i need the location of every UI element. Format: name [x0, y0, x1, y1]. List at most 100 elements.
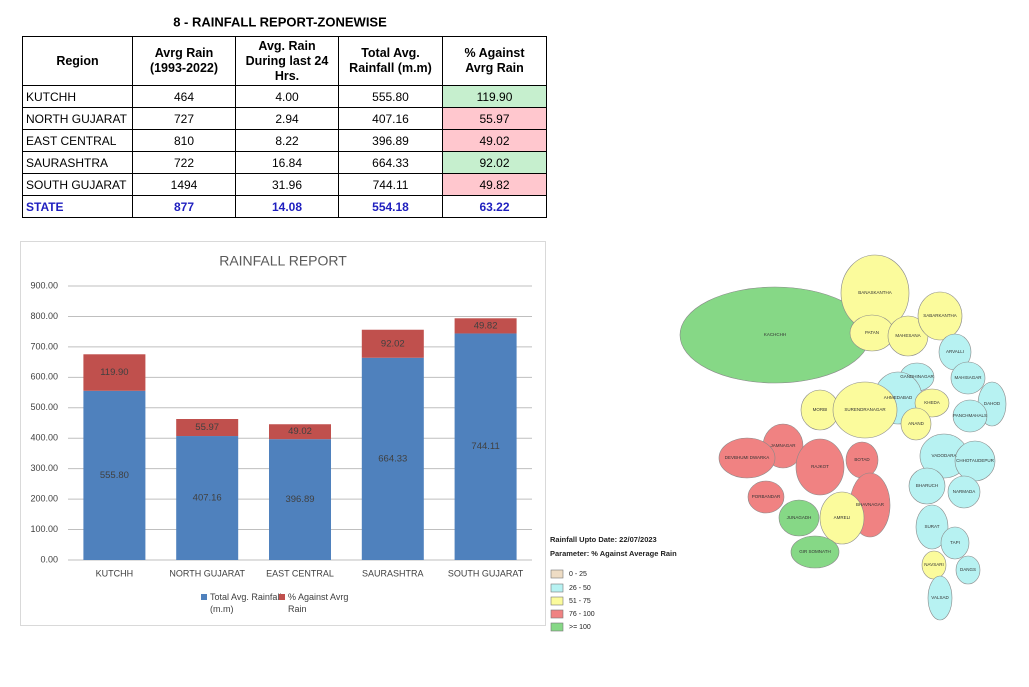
bar-segment	[361, 357, 424, 560]
legend-swatch	[550, 609, 564, 619]
district-label: MORBI	[813, 407, 828, 412]
district-area	[947, 475, 981, 509]
table-cell: SAURASHTRA	[22, 151, 133, 174]
district-area	[795, 438, 845, 496]
district-label: KHEDA	[924, 400, 940, 405]
district-label: DANGS	[960, 567, 976, 572]
legend-label: Total Avg. Rainfall (m.m)	[210, 592, 282, 614]
legend-label: >= 100	[569, 624, 591, 631]
district-label: GANDHINAGAR	[900, 374, 934, 379]
legend-label: 0 - 25	[569, 571, 587, 578]
legend-swatch	[550, 569, 564, 579]
table-cell: 744.11	[338, 173, 443, 196]
district-area	[718, 437, 776, 479]
x-tick-label: KUTCHH	[96, 568, 134, 578]
rainfall-table: Region Avrg Rain (1993-2022) Avg. Rain Dur…	[22, 36, 547, 218]
map: KACHCHH BANASKANTHA PATAN MAHESANA SABARKANT…	[679, 254, 1007, 621]
table-cell: 877	[132, 195, 236, 218]
bar-segment	[176, 419, 239, 437]
bar-segment	[83, 390, 146, 560]
bar-segment	[361, 329, 424, 358]
y-tick-label: 0.00	[40, 554, 58, 564]
district-label: JAMNAGAR	[770, 443, 796, 448]
data-label: 407.16	[193, 493, 222, 504]
table-cell: EAST CENTRAL	[22, 129, 133, 152]
data-label: 396.89	[285, 494, 314, 505]
district-area	[955, 555, 981, 585]
table-cell: 49.02	[442, 129, 547, 152]
district-label: JUNAGADH	[787, 515, 812, 520]
district-label: VADODARA	[932, 453, 957, 458]
header-row: Region Avrg Rain (1993-2022) Avg. Rain Dur…	[22, 36, 547, 86]
district-area	[927, 575, 953, 621]
district-label: RAJKOT	[811, 464, 829, 469]
table-cell: 55.97	[442, 107, 547, 130]
legend-label: 76 - 100	[569, 611, 595, 618]
district-area	[940, 526, 970, 560]
district-area	[747, 480, 785, 514]
district-area	[917, 291, 963, 341]
table-title: 8 - RAINFALL REPORT-ZONEWISE	[173, 14, 387, 29]
district-area	[778, 499, 820, 537]
y-tick-label: 900.00	[30, 280, 58, 290]
district-area	[900, 407, 932, 441]
district-label: GIR SOMNATH	[799, 549, 830, 554]
district-area	[832, 381, 898, 439]
legend-label: 51 - 75	[569, 598, 591, 605]
district-label: DAHOD	[984, 401, 1001, 406]
legend-swatch	[201, 594, 207, 600]
table-cell: 4.00	[235, 85, 339, 108]
y-tick-label: 800.00	[30, 311, 58, 321]
table-row: EAST CENTRAL 810 8.22 396.89 49.02	[22, 129, 547, 152]
legend-entry: Total Avg. Rainfall (m.m)	[201, 591, 290, 615]
district-label: NAVSARI	[924, 562, 943, 567]
table-cell: NORTH GUJARAT	[22, 107, 133, 130]
bar-segment	[454, 318, 517, 334]
bar-segment	[454, 333, 517, 560]
district-area	[915, 504, 949, 550]
x-tick-label: NORTH GUJARAT	[169, 568, 245, 578]
data-label: 555.80	[100, 470, 129, 481]
district-label: ANAND	[908, 421, 925, 426]
data-label: 55.97	[195, 422, 219, 433]
legend-swatch	[550, 583, 564, 593]
y-tick-label: 400.00	[30, 433, 58, 443]
district-label: DEVBHUMI DWARKA	[725, 455, 770, 460]
header-cell: % Against Avrg Rain	[442, 36, 547, 86]
table-cell: 49.82	[442, 173, 547, 196]
x-tick-label: SAURASHTRA	[362, 568, 424, 578]
header-cell: Avrg Rain (1993-2022)	[132, 36, 236, 86]
x-tick-label: EAST CENTRAL	[266, 568, 334, 578]
district-label: SABARKANTHA	[923, 313, 957, 318]
legend-swatch	[550, 596, 564, 606]
table-cell: 119.90	[442, 85, 547, 108]
table-cell: KUTCHH	[22, 85, 133, 108]
district-label: PANCHMAHALS	[953, 413, 987, 418]
table-cell: 554.18	[338, 195, 443, 218]
chart-title: RAINFALL REPORT	[219, 253, 347, 269]
map-parameter: Parameter: % Against Average Rain	[550, 549, 677, 558]
district-label: MAHESANA	[895, 333, 920, 338]
table-cell: 396.89	[338, 129, 443, 152]
table-cell: 31.96	[235, 173, 339, 196]
district-label: NARMADA	[953, 489, 976, 494]
legend-entry: % Against Avrg Rain	[279, 591, 368, 615]
y-tick-label: 100.00	[30, 524, 58, 534]
table-row: KUTCHH 464 4.00 555.80 119.90	[22, 85, 547, 108]
y-tick-label: 500.00	[30, 402, 58, 412]
legend-label: 26 - 50	[569, 585, 591, 592]
legend-swatch	[550, 622, 564, 632]
bar-segment	[176, 436, 239, 560]
district-label: SURAT	[925, 524, 940, 529]
table-cell: 63.22	[442, 195, 547, 218]
district-label: MAHISAGAR	[954, 375, 982, 380]
district-label: SURENDRANAGAR	[844, 407, 886, 412]
table-row: STATE 877 14.08 554.18 63.22	[22, 195, 547, 218]
district-label: VALSAD	[931, 595, 949, 600]
table-cell: 1494	[132, 173, 236, 196]
district-label: CHHOTAUDEPUR	[956, 458, 994, 463]
district-area	[950, 361, 986, 395]
legend-swatch	[279, 594, 285, 600]
header-cell: Total Avg. Rainfall (m.m)	[338, 36, 443, 86]
